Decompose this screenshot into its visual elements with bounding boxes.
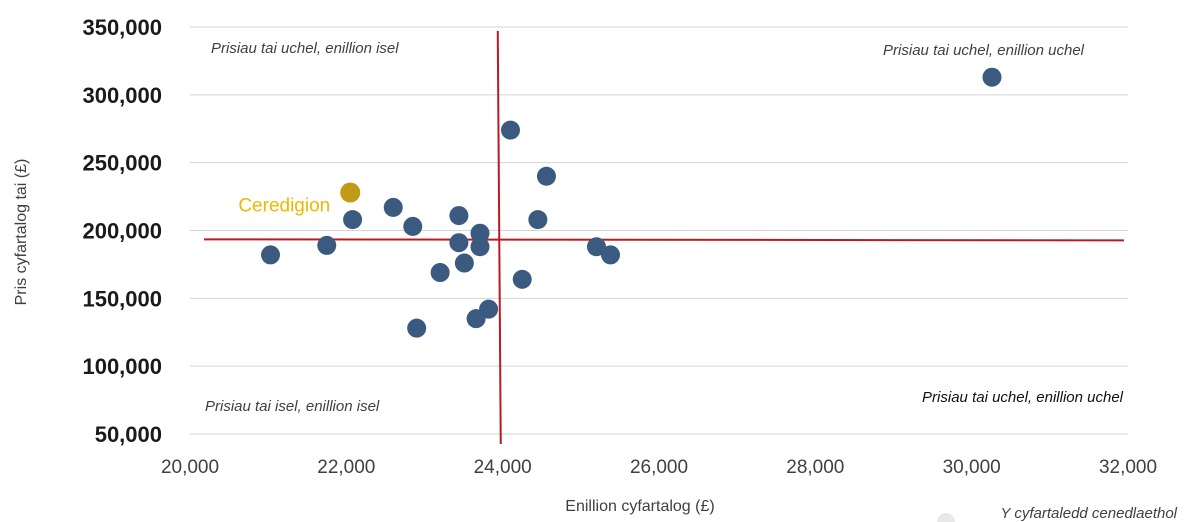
data-point-13 (479, 299, 499, 319)
data-point-14 (500, 120, 520, 140)
x-tick-label-2: 24,000 (474, 457, 532, 478)
legend-marker (937, 513, 955, 522)
x-tick-label-6: 32,000 (1099, 457, 1157, 478)
data-point-19 (601, 245, 621, 265)
x-tick-label-3: 26,000 (630, 457, 688, 478)
data-point-1 (317, 235, 337, 255)
data-point-15 (512, 269, 532, 289)
data-point-7 (449, 206, 469, 226)
data-points (261, 67, 1002, 338)
data-point-3 (383, 197, 403, 217)
y-tick-label-5: 300,000 (82, 83, 162, 108)
highlight-point-label: Ceredigion (238, 196, 330, 217)
reference-line-horizontal (203, 238, 1125, 242)
data-point-12 (470, 237, 490, 257)
data-point-9 (454, 253, 474, 273)
data-point-11 (470, 223, 490, 243)
data-point-18 (586, 237, 606, 257)
y-tick-label-4: 250,000 (82, 151, 162, 176)
y-tick-label-3: 200,000 (82, 219, 162, 244)
data-point-17 (536, 166, 556, 186)
x-tick-label-5: 30,000 (943, 457, 1001, 478)
highlight-point (340, 182, 361, 203)
quadrant-label-top-right: Prisiau tai uchel, enillion uchel (883, 42, 1085, 59)
quadrant-label-top-left: Prisiau tai uchel, enillion isel (211, 40, 399, 57)
data-point-2 (343, 210, 363, 230)
data-point-6 (430, 263, 450, 283)
gridlines (190, 26, 1128, 435)
data-point-4 (403, 216, 423, 236)
legend-entry: Y cyfartaledd cenedlaethol (1000, 505, 1177, 522)
y-tick-label-0: 50,000 (95, 422, 162, 447)
y-tick-labels: 50,000 100,000 150,000 200,000 250,000 300,00… (82, 15, 162, 447)
x-tick-labels: 20,000 22,000 24,000 26,000 28,000 30,000 32,0… (161, 457, 1157, 478)
y-axis-label: Pris cyfartalog tai (£) (13, 159, 30, 306)
data-point-16 (528, 210, 548, 230)
y-tick-label-1: 100,000 (82, 354, 162, 379)
x-tick-label-0: 20,000 (161, 457, 219, 478)
y-tick-label-2: 150,000 (82, 286, 162, 311)
data-point-20 (982, 67, 1002, 87)
reference-lines (203, 30, 1125, 445)
quadrant-label-bottom-left: Prisiau tai isel, enillion isel (205, 398, 380, 415)
x-axis-label: Enillion cyfartalog (£) (565, 498, 714, 515)
data-point-0 (261, 245, 281, 265)
y-tick-label-6: 350,000 (82, 15, 162, 40)
reference-line-vertical (496, 30, 502, 445)
x-tick-label-1: 22,000 (317, 457, 375, 478)
quadrant-label-bottom-right: Prisiau tai uchel, enillion uchel (922, 389, 1124, 406)
data-point-5 (407, 318, 427, 338)
data-point-8 (449, 233, 469, 253)
x-tick-label-4: 28,000 (786, 457, 844, 478)
